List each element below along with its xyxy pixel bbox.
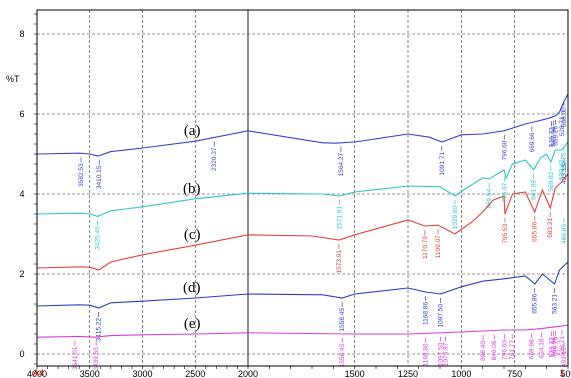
x-tick-label: 3500	[80, 369, 100, 378]
peak-label: 580.82	[548, 171, 555, 191]
peak-label: 530.43	[559, 160, 566, 180]
x-tick-label: 1250	[398, 369, 418, 378]
x-tick-label: 2000	[238, 369, 258, 378]
peak-label: 493.15	[561, 164, 568, 184]
corner-label-left: A4	[33, 368, 44, 378]
series-line-d	[36, 261, 569, 309]
peak-label: 898.40	[480, 341, 487, 361]
peak-label: 3415.22	[96, 318, 103, 342]
y-tick-label: 4	[19, 189, 24, 199]
peak-label: 1573.91	[336, 250, 343, 274]
series-line-b	[36, 141, 569, 217]
peak-label: 528.71	[559, 336, 566, 356]
peak-label: 3425.45	[95, 226, 102, 250]
peak-label: 3410.15	[96, 165, 103, 189]
peak-label: 567.94	[551, 337, 558, 357]
x-tick-label: 500	[560, 369, 571, 378]
plot-frame	[36, 9, 569, 367]
peak-label: 1170.79	[422, 236, 429, 259]
peak-label: 2320.37	[211, 147, 218, 171]
peak-label: 796.67	[502, 182, 509, 202]
peak-label: 1558.45	[339, 308, 346, 332]
peak-label: 508.00	[561, 107, 568, 127]
y-tick-label: 2	[19, 269, 24, 279]
peak-label: 624.18	[539, 338, 546, 358]
trace-label-c: (c)	[184, 227, 201, 243]
peak-label: 1029.80	[452, 206, 459, 230]
peak-label: 1091.71	[439, 152, 446, 176]
peak-label: 761.77	[509, 340, 516, 360]
peak-label: 1168.86	[422, 343, 429, 366]
x-tick-label: 1500	[345, 369, 365, 378]
peak-label: 796.60	[502, 340, 509, 360]
series-line-c	[36, 173, 569, 271]
peak-label: 3439.53	[93, 347, 100, 371]
y-tick-label: 6	[19, 109, 24, 119]
peak-label: 528.71	[559, 116, 566, 136]
peak-label: 576.72	[549, 127, 556, 147]
series-lines	[36, 93, 569, 338]
y-tick-label: 0	[19, 349, 24, 359]
y-tick-label: 8	[19, 29, 24, 39]
peak-label: 563.21	[552, 294, 559, 314]
peak-label: 796.60	[502, 140, 509, 160]
peak-label: 3582.53	[78, 163, 85, 187]
peak-label: 1564.27	[338, 152, 345, 176]
peak-label: 1571.91	[336, 206, 343, 230]
trace-label-b: (b)	[183, 181, 201, 197]
peak-label: 3641.01	[72, 346, 79, 370]
peak-label: 795.53	[502, 223, 509, 243]
x-tick-label: 3000	[132, 369, 152, 378]
peak-label: 559.26	[552, 336, 559, 356]
peak-label: 501.70	[561, 152, 568, 172]
trace-labels: (a) (b) (c) (d) (e)	[183, 123, 201, 332]
peak-label: 486.85	[561, 224, 568, 244]
peak-label: 559.26	[552, 125, 559, 145]
y-axis-label: %T	[6, 74, 20, 84]
x-tick-label: 4000	[27, 369, 47, 378]
peak-label: 583.21	[547, 218, 554, 238]
series-line-a	[36, 93, 569, 157]
trace-label-a: (a)	[184, 123, 201, 139]
trace-label-e: (e)	[184, 316, 201, 332]
peak-label: 1097.50	[438, 342, 445, 366]
x-tick-label: 1000	[451, 369, 471, 378]
peak-label: 661.08	[531, 180, 538, 200]
peak-markers: 3582.53 3410.15 2320.37 1564.27 1091.71 796.6…	[72, 101, 568, 371]
peak-label: 493.15	[561, 347, 568, 367]
corner-label-right: 1	[559, 368, 564, 378]
peak-label: 846.06	[491, 340, 498, 360]
peak-label: 1109.07	[435, 235, 442, 258]
peak-label: 576.72	[549, 337, 556, 357]
peak-label: 567.94	[551, 126, 558, 146]
peak-label: 1097.50	[438, 304, 445, 328]
peak-label: 1074.87	[442, 342, 449, 366]
trace-label-d: (d)	[183, 280, 201, 296]
peak-label: 655.86	[532, 293, 539, 313]
series-line-e	[36, 324, 569, 338]
peak-label: 1558.45	[339, 343, 346, 367]
peak-label: 669.98	[529, 339, 536, 359]
peak-label: 669.66	[529, 132, 536, 152]
x-tick-label: 750	[507, 369, 522, 378]
peak-label: 1168.86	[422, 302, 429, 325]
x-tick-label: 2500	[185, 369, 205, 378]
peak-label: 869.54	[486, 188, 493, 208]
peak-label: 655.86	[532, 222, 539, 242]
axes: 4000 3500 3000 2500 2000 1500 1250 1000 750 500 0 2…	[19, 9, 571, 378]
